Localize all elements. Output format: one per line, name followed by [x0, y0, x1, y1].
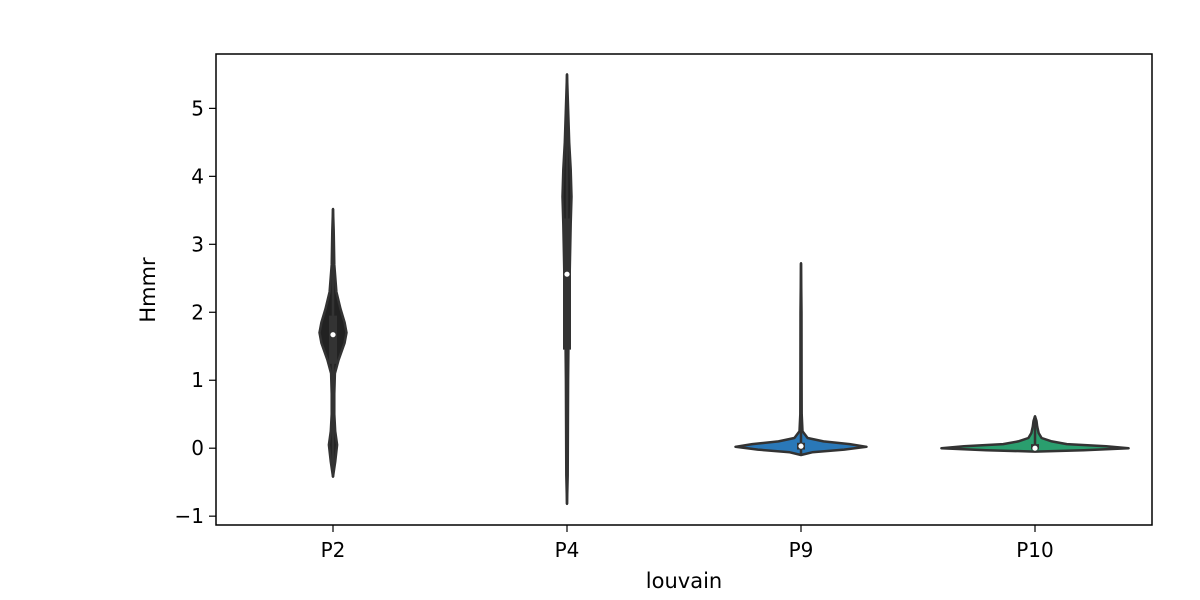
y-axis-label: Hmmr [136, 257, 160, 323]
median-point-p4 [564, 271, 570, 277]
y-tick-label: 5 [191, 96, 204, 120]
x-axis: P2 P4 P9 P10 [321, 525, 1054, 562]
y-tick-label: 0 [191, 436, 204, 460]
x-tick-label: P9 [789, 538, 814, 562]
y-tick-label: −1 [175, 504, 204, 528]
median-point-p2 [330, 332, 336, 338]
y-tick-label: 3 [191, 232, 204, 256]
y-tick-label: 1 [191, 368, 204, 392]
violins-group [318, 73, 1130, 506]
x-tick-label: P10 [1016, 538, 1054, 562]
x-tick-label: P4 [555, 538, 580, 562]
median-point-p9 [798, 443, 804, 449]
y-tick-label: 2 [191, 300, 204, 324]
y-axis: −1 0 1 2 3 4 5 [175, 96, 216, 528]
median-point-p10 [1032, 445, 1038, 451]
x-axis-label: louvain [646, 569, 722, 593]
plot-frame [215, 53, 1153, 526]
x-tick-label: P2 [321, 538, 346, 562]
y-tick-label: 4 [191, 164, 204, 188]
